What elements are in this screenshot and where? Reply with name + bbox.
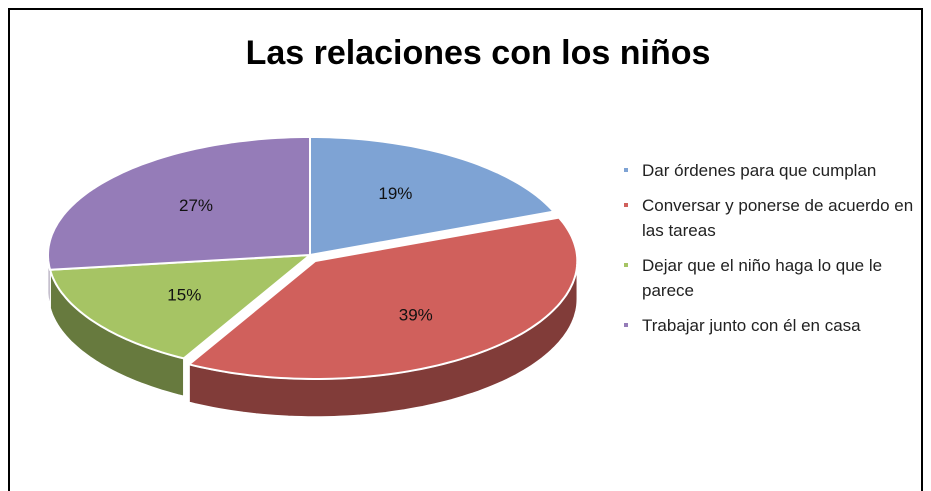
chart-title: Las relaciones con los niños	[245, 34, 711, 72]
slice	[309, 136, 556, 257]
legend-item: Dar órdenes para que cumplan	[622, 158, 922, 183]
slice	[186, 216, 579, 380]
slice	[46, 136, 311, 271]
legend-label: Dejar que el niño haga lo que le parece	[642, 256, 883, 300]
frame	[8, 8, 923, 491]
data-label: 19%	[378, 184, 412, 203]
legend-item: Conversar y ponerse de acuerdo en las ta…	[622, 193, 922, 243]
slice	[48, 253, 314, 360]
data-label: 27%	[179, 196, 213, 215]
legend: Dar órdenes para que cumplan Conversar y …	[622, 158, 922, 348]
legend-item: Trabajar junto con él en casa	[622, 313, 922, 338]
legend-swatch	[624, 168, 628, 172]
data-label: 39%	[399, 305, 433, 324]
legend-swatch	[624, 263, 628, 267]
legend-swatch	[624, 203, 628, 207]
legend-label: Trabajar junto con él en casa	[642, 316, 861, 335]
data-label: 15%	[167, 286, 201, 305]
legend-label: Dar órdenes para que cumplan	[642, 161, 877, 180]
legend-swatch	[624, 323, 628, 327]
legend-item: Dejar que el niño haga lo que le parece	[622, 253, 922, 303]
legend-label: Conversar y ponerse de acuerdo en las ta…	[642, 196, 914, 240]
